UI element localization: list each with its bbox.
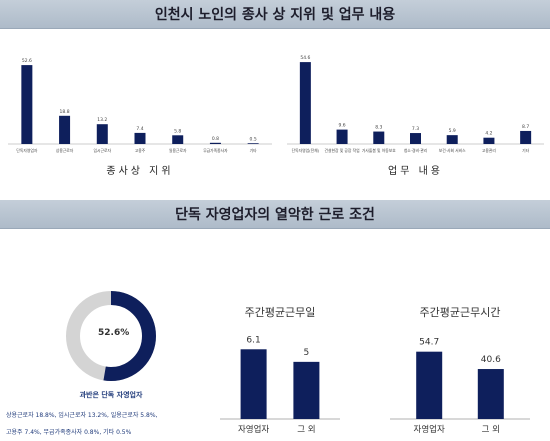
chart5-value-label: 54.7 (419, 338, 439, 348)
chart1-bar (134, 132, 146, 144)
chart4-bar (240, 349, 267, 419)
chart1-bar (247, 143, 259, 144)
donut-self-employed-slice (66, 291, 156, 381)
top-section-banner: 인천시 노인의 종사 상 지위 및 업무 내용 (0, 0, 550, 29)
chart1-bar (209, 142, 221, 144)
chart5-bar (477, 369, 504, 419)
chart1-tick-label: 상용근로자 (56, 148, 74, 153)
chart1-bar (172, 135, 184, 144)
chart2-value-label: 4.2 (485, 131, 492, 137)
chart4-value-label: 6.1 (246, 335, 260, 345)
chart2-bar (483, 137, 495, 144)
chart5-value-label: 40.6 (481, 355, 501, 365)
chart2-value-label: 9.6 (338, 123, 345, 129)
self-employed-donut-chart: 과반은 단독 자영업자 주간평균근무일 6.1 자영업자 5 그 외 주간평균근무시간 54.… (66, 291, 530, 435)
chart2-tick-label: 기타 (522, 148, 529, 153)
donut-legend-line-2: 고용주 7.4%, 무급가족종사자 0.8%, 기타 0.5% (6, 429, 132, 436)
chart4-value-label: 5 (304, 348, 310, 358)
chart1-value-label: 0.8 (212, 136, 219, 142)
chart1-bar (21, 65, 33, 144)
donut-center-label: 52.6% (98, 328, 130, 338)
donut-caption: 과반은 단독 자영업자 (80, 390, 143, 399)
chart1-tick-label: 일용근로자 (169, 148, 187, 153)
chart1-xlabel: 종사상 지위 (106, 164, 173, 177)
chart2-value-label: 7.3 (412, 126, 419, 132)
chart1-bar (59, 115, 71, 144)
chart5-bar (416, 351, 443, 419)
chart2-bar (520, 130, 532, 144)
chart2-bar (410, 133, 421, 144)
chart2-bar (299, 62, 311, 144)
chart4-bar (293, 361, 320, 419)
chart1-tick-label: 단독자영업자 (16, 148, 37, 153)
chart1-value-label: 13.2 (97, 117, 107, 123)
chart2-value-label: 54.6 (300, 55, 310, 61)
chart1-value-label: 18.8 (60, 109, 70, 115)
chart1-tick-label: 임시근로자 (94, 148, 112, 153)
chart1-value-label: 5.8 (174, 128, 181, 134)
chart4-title: 주간평균근무일 (245, 305, 316, 319)
chart1-value-label: 52.6 (22, 58, 32, 64)
middle-section-banner: 단독 자영업자의 열악한 근로 조건 (0, 200, 550, 229)
donut-legend-line-1: 상용근로자 18.8%, 임시근로자 13.2%, 일용근로자 5.8%, (6, 412, 158, 419)
chart2-tick-label: 단독자영업(전체) (292, 148, 320, 153)
middle-section-title: 단독 자영업자의 열악한 근로 조건 (175, 207, 375, 223)
chart2-bar (373, 131, 385, 144)
top-section-title: 인천시 노인의 종사 상 지위 및 업무 내용 (154, 7, 396, 23)
chart2-value-label: 5.9 (449, 128, 456, 134)
chart5-tick-label: 그 외 (482, 424, 500, 435)
chart4-tick-label: 그 외 (297, 424, 315, 435)
chart2-bar (336, 129, 348, 144)
chart2-bar (446, 135, 458, 144)
chart2-tick-label: 청소·경비·관리 (404, 148, 427, 153)
chart2-tick-label: 가사돌봄 및 아동보호 (362, 148, 396, 153)
chart1-value-label: 7.4 (136, 126, 143, 132)
chart1-tick-label: 무급가족종사자 (203, 148, 228, 153)
chart2-value-label: 8.7 (522, 124, 529, 130)
chart1-tick-label: 고용주 (135, 148, 146, 153)
employment-status-bar-chart: 52.6 단독자영업자 18.8 상용근로자 13.2 임시근로자 7.4 고용주 5.8 일용근… (8, 55, 544, 177)
chart2-tick-label: 건설현장 및 공장 작업 (325, 148, 361, 153)
chart2-tick-label: 보건·사회 서비스 (439, 148, 466, 153)
chart2-xlabel: 업무 내용 (388, 164, 443, 177)
chart1-bar (96, 124, 108, 144)
chart5-tick-label: 자영업자 (414, 424, 445, 435)
chart2-value-label: 8.3 (375, 125, 382, 131)
chart2-tick-label: 고용관리 (482, 148, 496, 153)
chart1-tick-label: 기타 (250, 148, 257, 153)
chart1-value-label: 0.5 (250, 136, 257, 142)
chart4-tick-label: 자영업자 (238, 424, 269, 435)
chart5-title: 주간평균근무시간 (420, 306, 501, 319)
